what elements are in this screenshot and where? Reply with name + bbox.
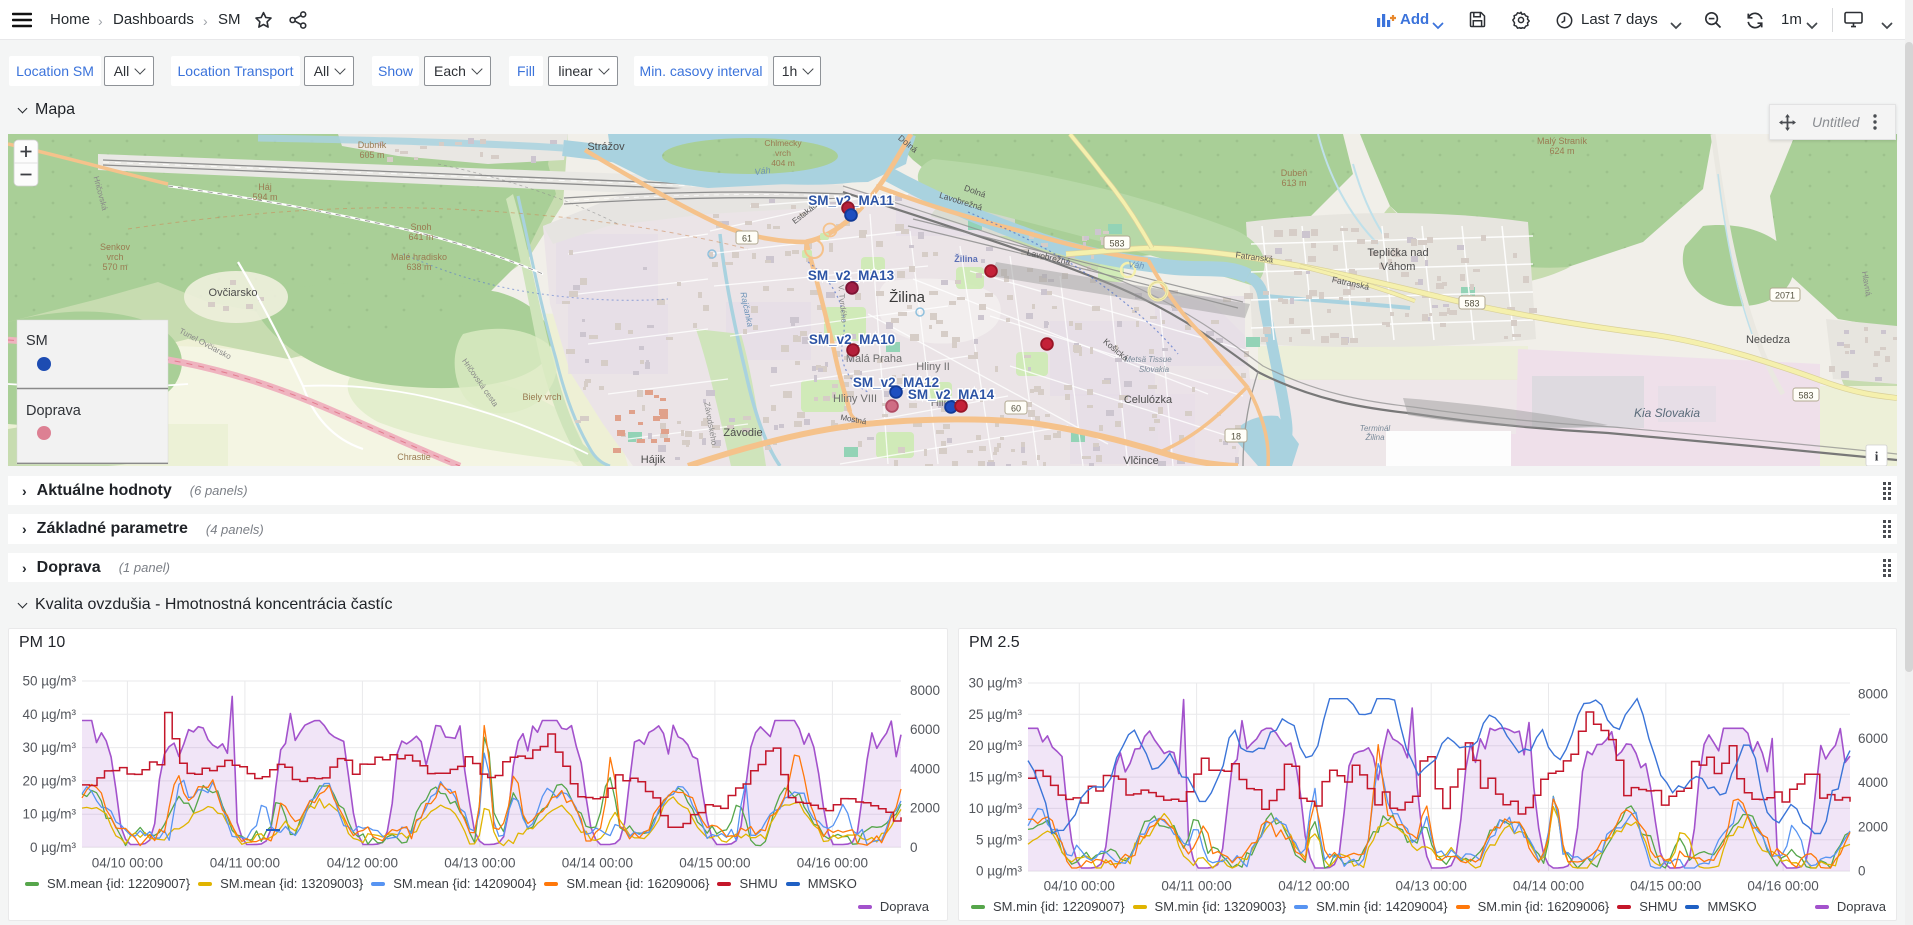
svg-text:04/12 00:00: 04/12 00:00 (327, 856, 398, 871)
svg-text:61: 61 (742, 234, 752, 244)
svg-text:Senkov: Senkov (100, 242, 131, 252)
svg-text:30 µg/m³: 30 µg/m³ (22, 740, 76, 755)
svg-text:Hlavná: Hlavná (1860, 271, 1873, 298)
svg-text:583: 583 (1798, 391, 1813, 401)
svg-text:Hájik: Hájik (641, 454, 666, 466)
svg-text:605 m: 605 m (359, 150, 384, 160)
svg-text:Celulózka: Celulózka (1124, 394, 1173, 406)
svg-text:624 m: 624 m (1549, 146, 1574, 156)
svg-text:Teplička nad: Teplička nad (1367, 247, 1428, 259)
svg-text:SM: SM (26, 333, 48, 349)
svg-text:Hliny II: Hliny II (916, 361, 950, 373)
svg-text:04/10 00:00: 04/10 00:00 (92, 856, 163, 871)
svg-text:Nededza: Nededza (1746, 334, 1791, 346)
svg-text:570 m: 570 m (102, 262, 127, 272)
svg-text:04/12 00:00: 04/12 00:00 (1278, 879, 1349, 894)
svg-text:6000: 6000 (910, 722, 940, 737)
svg-text:Malý Straník: Malý Straník (1537, 136, 1588, 146)
svg-text:594 m: 594 m (252, 192, 277, 202)
svg-text:vrch: vrch (775, 148, 791, 158)
svg-text:Malé hradisko: Malé hradisko (391, 252, 447, 262)
svg-text:04/13 00:00: 04/13 00:00 (444, 856, 515, 871)
svg-text:Metsä Tissue: Metsä Tissue (1124, 355, 1172, 364)
svg-text:5 µg/m³: 5 µg/m³ (976, 832, 1023, 847)
svg-text:04/15 00:00: 04/15 00:00 (679, 856, 750, 871)
svg-text:2071: 2071 (1775, 291, 1795, 301)
svg-text:Váhom: Váhom (1381, 261, 1416, 273)
svg-text:15 µg/m³: 15 µg/m³ (968, 770, 1022, 785)
svg-text:10 µg/m³: 10 µg/m³ (22, 807, 76, 822)
svg-text:Dubník: Dubník (358, 140, 387, 150)
svg-text:SM_v2_MA11: SM_v2_MA11 (808, 193, 894, 208)
svg-text:Terminál: Terminál (1360, 424, 1391, 433)
svg-text:04/10 00:00: 04/10 00:00 (1044, 879, 1115, 894)
svg-text:8000: 8000 (910, 683, 940, 698)
svg-text:30 µg/m³: 30 µg/m³ (968, 676, 1022, 691)
svg-text:0: 0 (1858, 864, 1866, 879)
svg-text:583: 583 (1464, 299, 1479, 309)
svg-text:Žilina: Žilina (954, 253, 978, 264)
svg-text:Ovčiarsko: Ovčiarsko (209, 287, 258, 299)
svg-text:Strážov: Strážov (587, 141, 625, 153)
svg-text:Malá Praha: Malá Praha (846, 353, 903, 365)
svg-text:Slovakia: Slovakia (1139, 365, 1170, 374)
svg-text:04/16 00:00: 04/16 00:00 (1747, 879, 1818, 894)
svg-text:Háj: Háj (258, 182, 272, 192)
svg-text:04/15 00:00: 04/15 00:00 (1630, 879, 1701, 894)
svg-text:V. Tvrdého: V. Tvrdého (836, 284, 848, 323)
svg-text:Chrastie: Chrastie (397, 452, 431, 462)
svg-text:25 µg/m³: 25 µg/m³ (968, 707, 1022, 722)
svg-text:404 m: 404 m (771, 158, 795, 168)
svg-text:0: 0 (910, 840, 918, 855)
svg-text:04/13 00:00: 04/13 00:00 (1396, 879, 1467, 894)
svg-text:10 µg/m³: 10 µg/m³ (968, 801, 1022, 816)
svg-text:6000: 6000 (1858, 731, 1888, 746)
svg-text:40 µg/m³: 40 µg/m³ (22, 707, 76, 722)
svg-text:20 µg/m³: 20 µg/m³ (22, 773, 76, 788)
svg-text:4000: 4000 (910, 761, 940, 776)
svg-text:2000: 2000 (910, 801, 940, 816)
svg-text:SM_v2_MA13: SM_v2_MA13 (808, 268, 895, 283)
svg-text:638 m: 638 m (406, 262, 431, 272)
svg-text:Chlmecky: Chlmecky (764, 138, 802, 148)
svg-text:Váh: Váh (754, 165, 771, 177)
svg-text:0 µg/m³: 0 µg/m³ (30, 840, 77, 855)
svg-text:2000: 2000 (1858, 819, 1888, 834)
svg-text:04/14 00:00: 04/14 00:00 (562, 856, 633, 871)
svg-text:Snoh: Snoh (410, 222, 431, 232)
svg-text:Biely vrch: Biely vrch (522, 392, 561, 402)
svg-text:641 m: 641 m (408, 232, 433, 242)
svg-text:Žilina: Žilina (889, 289, 926, 306)
svg-text:Váh: Váh (1128, 259, 1145, 271)
svg-text:0 µg/m³: 0 µg/m³ (976, 864, 1023, 879)
svg-text:SM_v2_MA12: SM_v2_MA12 (853, 375, 939, 390)
svg-text:20 µg/m³: 20 µg/m³ (968, 738, 1022, 753)
svg-text:Hliny VIII: Hliny VIII (833, 393, 877, 405)
svg-text:SM_v2_MA10: SM_v2_MA10 (809, 332, 895, 347)
svg-text:60: 60 (1011, 404, 1021, 414)
svg-text:04/14 00:00: 04/14 00:00 (1513, 879, 1584, 894)
svg-text:8000: 8000 (1858, 687, 1888, 702)
svg-text:Žilina: Žilina (1364, 433, 1385, 442)
svg-text:i: i (1875, 449, 1879, 464)
svg-text:50 µg/m³: 50 µg/m³ (22, 674, 76, 689)
svg-text:vrch: vrch (106, 252, 123, 262)
svg-text:Kia Slovakia: Kia Slovakia (1634, 406, 1700, 420)
svg-text:18: 18 (1231, 432, 1241, 442)
svg-text:Doprava: Doprava (26, 403, 82, 419)
svg-text:04/11 00:00: 04/11 00:00 (1161, 879, 1231, 894)
svg-text:04/16 00:00: 04/16 00:00 (797, 856, 868, 871)
svg-text:Dubeň: Dubeň (1281, 168, 1308, 178)
svg-text:Vlčince: Vlčince (1123, 455, 1158, 466)
svg-text:4000: 4000 (1858, 775, 1888, 790)
svg-text:SM_v2_MA14: SM_v2_MA14 (908, 387, 995, 402)
svg-text:Závodie: Závodie (723, 427, 762, 439)
svg-text:613 m: 613 m (1281, 178, 1306, 188)
svg-text:583: 583 (1109, 239, 1124, 249)
svg-text:04/11 00:00: 04/11 00:00 (210, 856, 280, 871)
